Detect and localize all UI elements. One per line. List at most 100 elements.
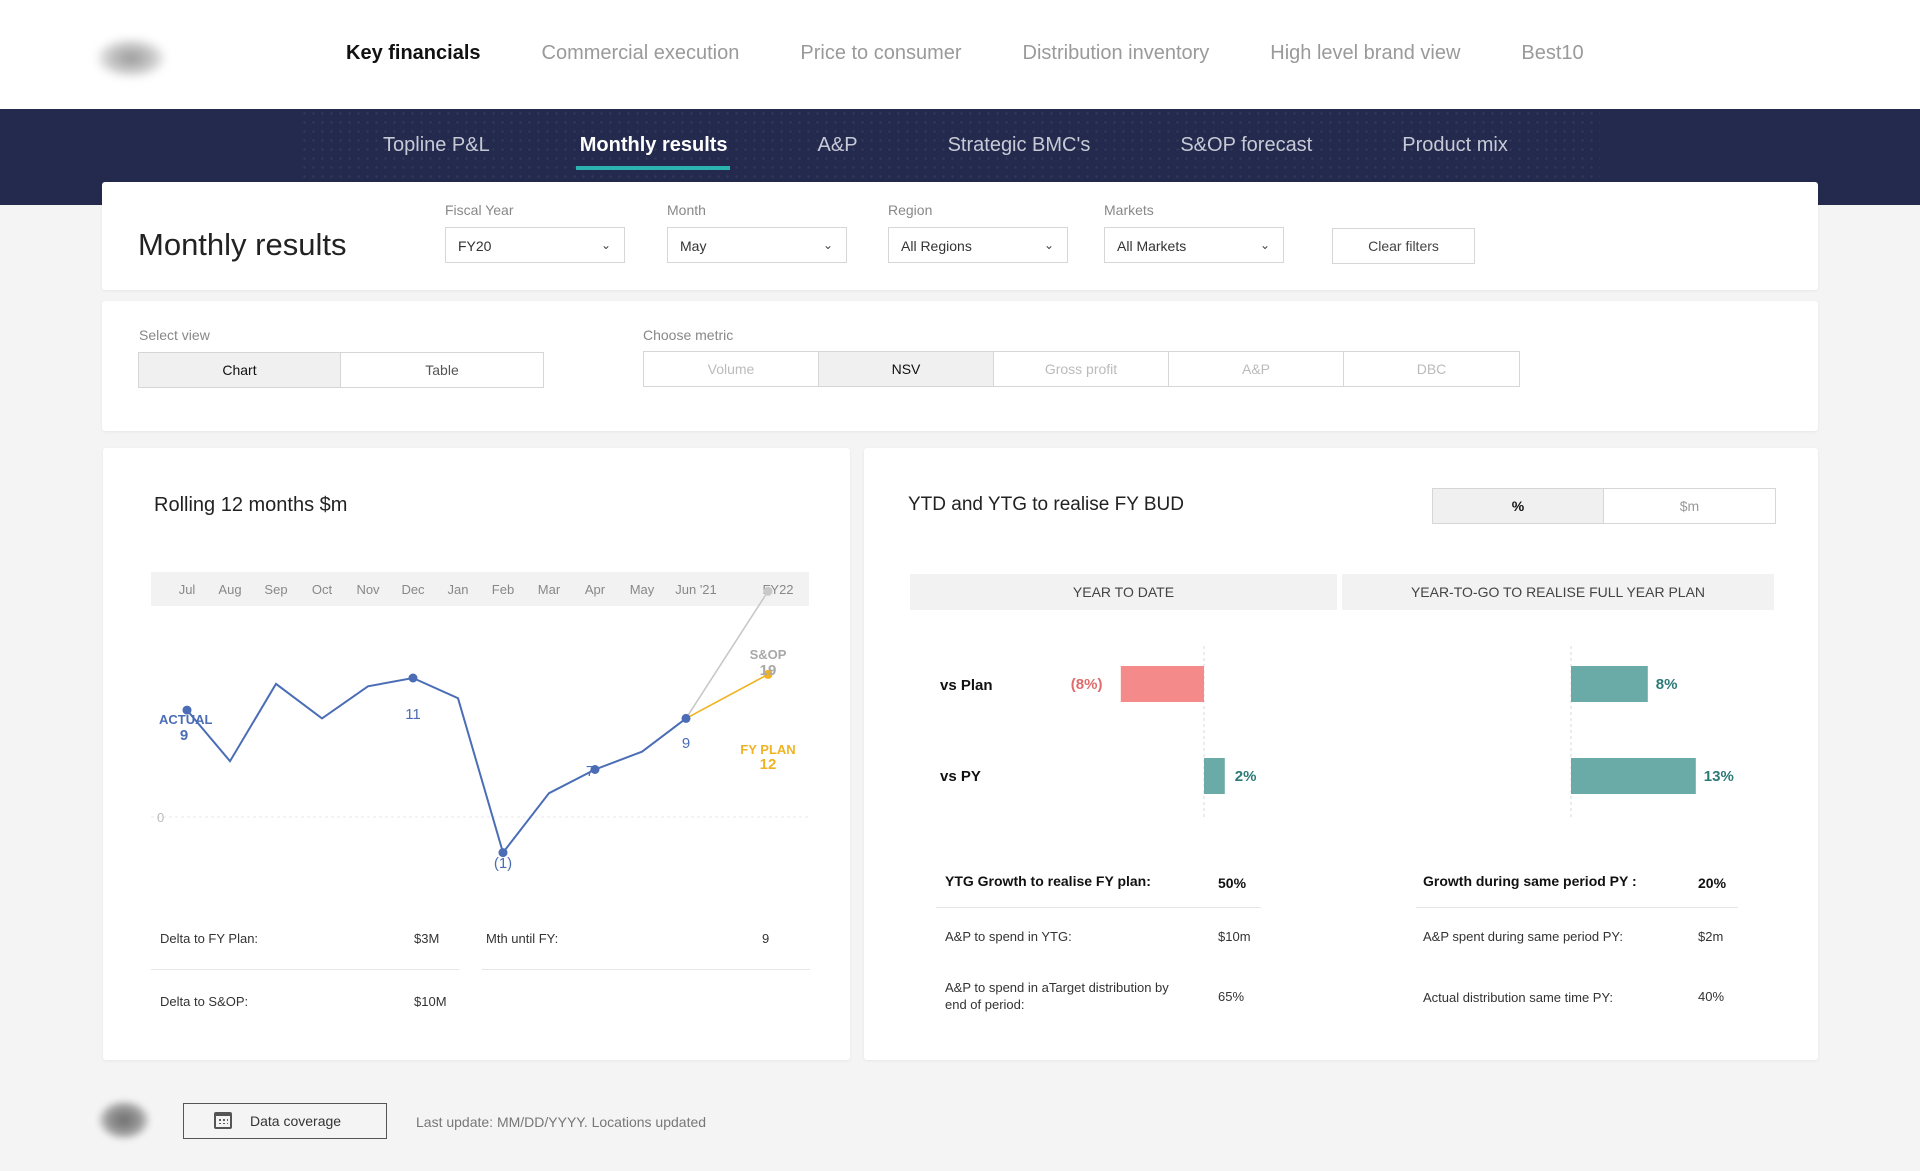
markets-select[interactable]: All Markets ⌄ xyxy=(1104,227,1284,263)
data-point[interactable] xyxy=(590,765,600,774)
month-label: May xyxy=(629,582,655,597)
actual-start-value: 9 xyxy=(180,727,188,744)
subtab-sop-forecast[interactable]: S&OP forecast xyxy=(1180,134,1313,156)
data-point[interactable] xyxy=(763,669,773,679)
data-point[interactable] xyxy=(182,705,192,715)
delta-sop-value: $10M xyxy=(414,994,447,1009)
tab-best10[interactable]: Best10 xyxy=(1521,42,1584,64)
actual-distribution-py-value: 40% xyxy=(1698,989,1725,1004)
data-point[interactable] xyxy=(681,713,691,723)
chevron-down-icon: ⌄ xyxy=(1259,238,1270,252)
delta-fy-plan-label: Delta to FY Plan: xyxy=(160,931,259,946)
vs-plan-ytd-value: (8%) xyxy=(1070,676,1103,693)
mth-until-fy-label: Mth until FY: xyxy=(486,931,559,946)
month-label: Mar xyxy=(537,582,561,597)
metric-toggle: Volume NSV Gross profit A&P DBC xyxy=(643,351,1520,387)
month-label: Oct xyxy=(311,582,333,597)
last-update-text: Last update: MM/DD/YYYY. Locations updat… xyxy=(416,1114,707,1130)
region-select[interactable]: All Regions ⌄ xyxy=(888,227,1068,263)
region-value: All Regions xyxy=(901,238,972,254)
ytd-bar xyxy=(1120,666,1204,702)
tab-commercial-execution[interactable]: Commercial execution xyxy=(541,42,740,64)
metric-dbc-button[interactable]: DBC xyxy=(1344,352,1519,386)
subtab-ap[interactable]: A&P xyxy=(817,134,858,156)
metric-volume-button[interactable]: Volume xyxy=(644,352,819,386)
clear-filters-button[interactable]: Clear filters xyxy=(1332,228,1475,264)
dec-value-label: 11 xyxy=(405,706,421,723)
data-point[interactable] xyxy=(763,586,773,596)
month-label: Jul xyxy=(178,582,196,597)
tab-price-to-consumer[interactable]: Price to consumer xyxy=(800,42,962,64)
ap-spent-py-label: A&P spent during same period PY: xyxy=(1423,929,1623,944)
feb-value-label: (1) xyxy=(494,855,512,872)
ap-spend-ytg-value: $10m xyxy=(1218,929,1251,944)
chevron-down-icon: ⌄ xyxy=(822,238,833,252)
series-line-fy-plan xyxy=(685,673,769,720)
month-label: Jan xyxy=(447,582,469,597)
series-line-actual xyxy=(186,676,687,855)
vs-plan-row-label: vs Plan xyxy=(940,677,993,694)
tab-distribution-inventory[interactable]: Distribution inventory xyxy=(1022,42,1210,64)
jun-value-label: 9 xyxy=(682,735,690,752)
page-title: Monthly results xyxy=(138,227,347,262)
subtab-topline-pl[interactable]: Topline P&L xyxy=(383,134,490,156)
unit-dollar-m-button[interactable]: $m xyxy=(1604,489,1775,523)
month-select[interactable]: May ⌄ xyxy=(667,227,847,263)
ap-spent-py-value: $2m xyxy=(1698,929,1724,944)
ytg-bar xyxy=(1571,758,1696,794)
month-axis: Jul Aug Sep Oct Nov Dec Jan Feb Mar Apr … xyxy=(151,572,809,606)
month-label: Feb xyxy=(491,582,515,597)
markets-label: Markets xyxy=(1104,202,1154,218)
metric-ap-button[interactable]: A&P xyxy=(1169,352,1344,386)
ytg-growth-label: YTG Growth to realise FY plan: xyxy=(945,873,1151,889)
fiscal-year-label: Fiscal Year xyxy=(445,202,514,218)
vs-py-ytg-value: 13% xyxy=(1703,768,1734,785)
view-table-button[interactable]: Table xyxy=(341,353,543,387)
unit-percent-button[interactable]: % xyxy=(1433,489,1604,523)
month-filter: Month May ⌄ xyxy=(667,202,847,263)
unit-toggle: % $m xyxy=(1432,488,1776,524)
subtab-product-mix[interactable]: Product mix xyxy=(1402,134,1508,156)
calendar-icon xyxy=(214,1112,232,1129)
chevron-down-icon: ⌄ xyxy=(1043,238,1054,252)
filter-card: Monthly results Fiscal Year FY20 ⌄ Month… xyxy=(102,182,1818,290)
brand-logo[interactable] xyxy=(96,38,166,78)
data-point[interactable] xyxy=(408,673,418,683)
rolling-chart-card: Rolling 12 months $m Jul Aug Sep Oct Nov… xyxy=(103,448,850,1060)
delta-sop-label: Delta to S&OP: xyxy=(160,994,249,1009)
ap-target-distribution-label: A&P to spend in aTarget distribution by … xyxy=(945,980,1169,1012)
plan-series-label: FY PLAN xyxy=(740,742,795,757)
month-label: Jun '21 xyxy=(675,582,717,597)
view-chart-button[interactable]: Chart xyxy=(139,353,341,387)
fiscal-year-select[interactable]: FY20 ⌄ xyxy=(445,227,625,263)
month-label: Nov xyxy=(356,582,380,597)
ytg-growth-value: 50% xyxy=(1218,875,1247,891)
actual-series-label: ACTUAL xyxy=(159,712,212,727)
vs-py-ytd-value: 2% xyxy=(1234,768,1257,785)
ytg-bar xyxy=(1571,666,1648,702)
ytd-card-title: YTD and YTG to realise FY BUD xyxy=(908,494,1184,515)
data-point[interactable] xyxy=(498,848,508,858)
select-view-label: Select view xyxy=(139,327,210,343)
metric-gross-profit-button[interactable]: Gross profit xyxy=(994,352,1169,386)
mth-until-fy-value: 9 xyxy=(762,931,770,946)
divider xyxy=(936,907,1261,908)
growth-same-period-py-value: 20% xyxy=(1698,875,1727,891)
chevron-down-icon: ⌄ xyxy=(600,238,611,252)
choose-metric-label: Choose metric xyxy=(643,327,734,343)
ytd-ytg-card: YTD and YTG to realise FY BUD % $m YEAR … xyxy=(864,448,1818,1060)
subtab-strategic-bmcs[interactable]: Strategic BMC's xyxy=(947,134,1091,156)
subtab-monthly-results[interactable]: Monthly results xyxy=(575,134,730,170)
tab-high-level-brand-view[interactable]: High level brand view xyxy=(1270,42,1461,64)
metric-nsv-button[interactable]: NSV xyxy=(819,352,994,386)
tab-key-financials[interactable]: Key financials xyxy=(346,42,481,64)
data-coverage-button[interactable]: Data coverage xyxy=(183,1103,387,1139)
region-filter: Region All Regions ⌄ xyxy=(888,202,1068,263)
year-to-go-header: YEAR-TO-GO TO REALISE FULL YEAR PLAN xyxy=(1342,574,1774,610)
series-line-s-op xyxy=(685,590,769,719)
month-label: Aug xyxy=(218,582,242,597)
divider xyxy=(151,969,459,970)
delta-fy-plan-value: $3M xyxy=(414,931,440,946)
month-label: Month xyxy=(667,202,706,218)
ytd-bar xyxy=(1204,758,1225,794)
